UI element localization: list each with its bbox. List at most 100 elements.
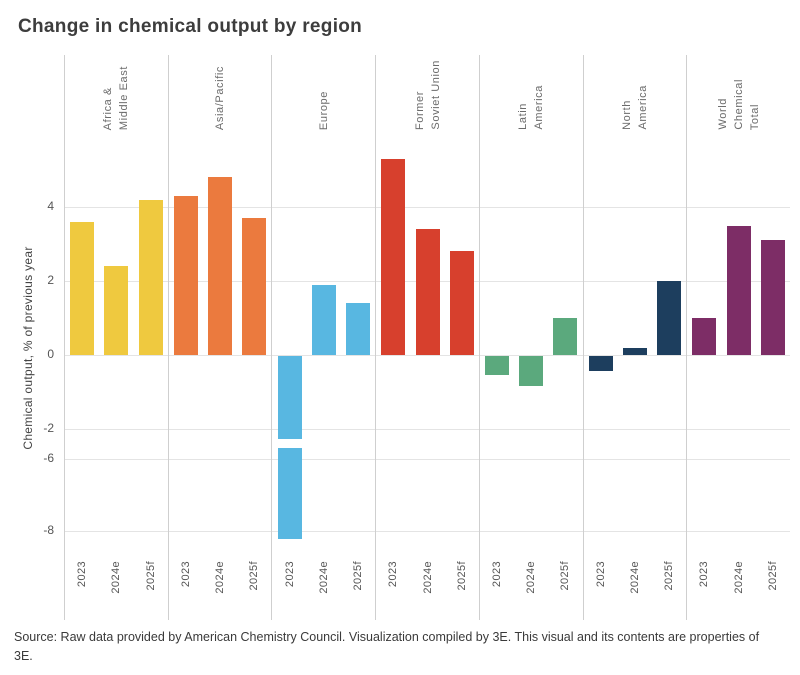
bar — [449, 251, 474, 355]
x-tick-label: 2025f — [663, 561, 676, 591]
gridline — [479, 531, 583, 532]
bar — [588, 356, 613, 371]
region-label-line: Chemical — [732, 79, 745, 130]
region-label: Former Soviet Union — [376, 55, 479, 140]
bar — [519, 356, 544, 386]
x-tick-label: 2025f — [248, 561, 261, 591]
bar — [242, 218, 267, 355]
bar — [208, 177, 233, 355]
x-tick-label: 2023 — [283, 561, 296, 588]
x-tick-slot: 2023 — [480, 561, 514, 620]
x-tick-row: 2023 2024e 2025f — [687, 556, 790, 620]
gridline — [168, 459, 272, 460]
region-panel: Latin America 2023 2024e 2025f — [478, 55, 583, 620]
x-tick-slot: 2025f — [652, 561, 686, 620]
region-panel: Europe 2023 2024e 2025f — [271, 55, 376, 620]
region-panel: Asia/Pacific 2023 2024e 2025f — [167, 55, 272, 620]
x-tick-row: 2023 2024e 2025f — [376, 556, 479, 620]
x-tick-row: 2023 2024e 2025f — [169, 556, 272, 620]
x-tick-slot: 2024e — [203, 561, 237, 620]
x-tick-slot: 2023 — [376, 561, 410, 620]
bar — [381, 158, 406, 355]
region-label: World Chemical Total — [687, 55, 790, 140]
bar — [173, 195, 198, 355]
gridline — [272, 429, 376, 430]
bar — [484, 356, 509, 375]
region-panel: North America 2023 2024e 2025f — [582, 55, 687, 620]
panel-plot — [479, 140, 583, 556]
region-label-line: Latin — [517, 103, 530, 130]
region-label-line: Soviet Union — [429, 60, 442, 130]
gridline — [687, 429, 791, 430]
gridline — [65, 355, 168, 356]
region-label-line: Middle East — [118, 65, 131, 130]
gridline — [479, 281, 583, 282]
region-panel: Former Soviet Union 2023 2024e 2025f — [375, 55, 479, 620]
panel-plot — [65, 140, 168, 556]
x-tick-slot: 2023 — [169, 561, 203, 620]
gridline — [272, 531, 376, 532]
region-label-line: Asia/Pacific — [214, 65, 227, 130]
gridline — [583, 355, 687, 356]
gridline — [479, 207, 583, 208]
gridline — [583, 281, 687, 282]
gridline — [376, 207, 479, 208]
y-tick-label: -6 — [43, 451, 54, 465]
bar — [104, 266, 129, 355]
x-tick-label: 2024e — [317, 561, 330, 594]
region-label-line: Africa & — [102, 86, 115, 130]
gridline — [272, 355, 376, 356]
x-tick-row: 2023 2024e 2025f — [584, 556, 687, 620]
bar — [415, 229, 440, 355]
y-tick-label: 0 — [47, 347, 54, 361]
gridline — [272, 459, 376, 460]
gridline — [583, 531, 687, 532]
x-tick-label: 2025f — [559, 561, 572, 591]
x-tick-label: 2024e — [732, 561, 745, 594]
x-tick-label: 2024e — [214, 561, 227, 594]
region-label-line: America — [636, 85, 649, 130]
region-label-line: Europe — [317, 90, 330, 130]
source-note: Source: Raw data provided by American Ch… — [14, 630, 760, 664]
bar — [311, 284, 336, 355]
x-tick-label: 2024e — [421, 561, 434, 594]
bar — [622, 347, 647, 355]
x-tick-slot: 2024e — [99, 561, 133, 620]
x-tick-slot: 2023 — [65, 561, 99, 620]
x-tick-row: 2023 2024e 2025f — [272, 556, 375, 620]
gridline — [65, 459, 168, 460]
region-label: Latin America — [480, 55, 583, 140]
x-tick-slot: 2024e — [307, 561, 341, 620]
panel-plot — [272, 140, 376, 556]
bar — [726, 225, 751, 355]
x-tick-label: 2023 — [76, 561, 89, 588]
panel-plot — [168, 140, 272, 556]
gridline — [376, 355, 479, 356]
x-tick-slot: 2024e — [722, 561, 756, 620]
gridline — [376, 459, 479, 460]
x-tick-label: 2025f — [352, 561, 365, 591]
x-tick-label: 2024e — [110, 561, 123, 594]
x-tick-slot: 2023 — [272, 561, 306, 620]
bar — [760, 240, 785, 355]
gridline — [272, 281, 376, 282]
y-tick-label: -2 — [43, 421, 54, 435]
bar — [692, 318, 717, 355]
region-label: Asia/Pacific — [169, 55, 272, 140]
bar — [553, 318, 578, 355]
x-tick-slot: 2025f — [548, 561, 582, 620]
bar — [346, 303, 371, 355]
x-tick-slot: 2024e — [410, 561, 444, 620]
bar — [70, 221, 95, 355]
x-tick-slot: 2025f — [237, 561, 271, 620]
x-tick-slot: 2024e — [618, 561, 652, 620]
gridline — [687, 355, 791, 356]
region-label-line: North — [620, 100, 633, 130]
y-tick-label: 4 — [47, 199, 54, 213]
x-tick-slot: 2025f — [133, 561, 167, 620]
x-tick-slot: 2023 — [584, 561, 618, 620]
x-tick-slot: 2025f — [756, 561, 790, 620]
x-tick-slot: 2023 — [687, 561, 721, 620]
